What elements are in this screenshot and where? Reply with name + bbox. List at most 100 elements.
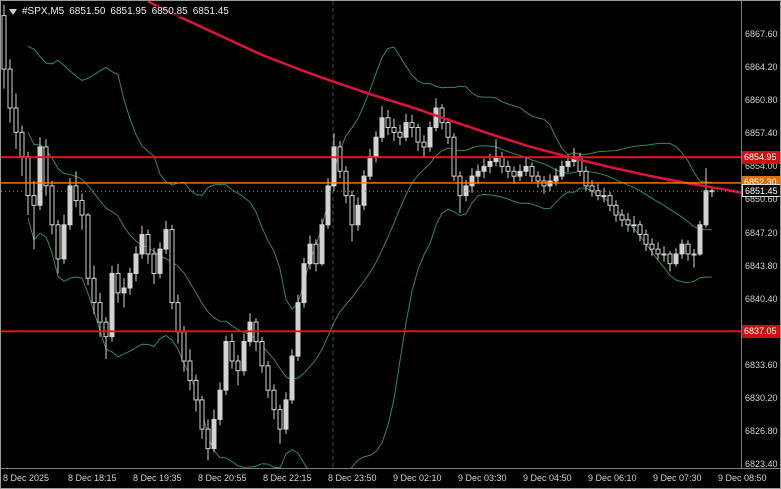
chart-info-bar: #SPX,M5 6851.50 6851.95 6850.85 6851.45: [7, 6, 231, 17]
bull-candle-body: [661, 253, 667, 256]
bear-candle-body: [637, 224, 643, 236]
bull-candle-body: [427, 127, 433, 148]
bull-candle-body: [691, 253, 697, 256]
bear-candle-body: [685, 243, 691, 255]
bull-candle-body: [523, 165, 529, 172]
resistance-level-price-tag: 6854.95: [742, 151, 780, 164]
bull-candle-body: [139, 234, 145, 255]
quick-trade-triangle-icon[interactable]: [9, 8, 17, 15]
price-axis-label: 6847.20: [745, 228, 778, 238]
bear-candle-body: [619, 214, 625, 221]
bull-candle-body: [211, 418, 217, 450]
bull-candle-body: [133, 253, 139, 274]
bull-candle-body: [373, 136, 379, 158]
bear-candle-body: [1, 15, 7, 70]
bear-candle-body: [175, 302, 181, 333]
bull-candle-body: [481, 165, 487, 172]
bear-candle-body: [391, 127, 397, 133]
bull-candle-body: [157, 248, 163, 274]
time-axis-label: 8 Dec 19:35: [133, 473, 182, 483]
bull-candle-body: [163, 229, 169, 250]
bull-candle-body: [433, 107, 439, 128]
bear-candle-body: [115, 272, 121, 294]
bear-candle-body: [529, 165, 535, 177]
bull-candle-body: [217, 389, 223, 420]
time-axis-label: 8 Dec 23:50: [328, 473, 377, 483]
bull-candle-body: [301, 263, 307, 304]
candlesticks: [1, 4, 715, 461]
bear-candle-body: [43, 146, 49, 187]
bear-candle-body: [277, 409, 283, 430]
bear-candle-body: [271, 389, 277, 411]
bull-candle-body: [559, 165, 565, 177]
bear-candle-body: [73, 185, 79, 201]
bull-candle-body: [307, 243, 313, 265]
bollinger-lower-band: [27, 187, 713, 468]
price-chart-canvas[interactable]: [1, 1, 741, 468]
bear-candle-body: [607, 195, 613, 206]
time-axis-label: 9 Dec 06:10: [588, 473, 637, 483]
bear-candle-body: [457, 175, 463, 197]
bull-candle-body: [289, 355, 295, 401]
bull-candle-body: [241, 341, 247, 372]
bull-candle-body: [475, 170, 481, 177]
bear-candle-body: [409, 122, 415, 128]
bar-low-value: 6850.85: [151, 6, 188, 17]
bull-candle-body: [37, 146, 43, 206]
bull-candle-body: [127, 272, 133, 289]
bull-candle-body: [109, 272, 115, 338]
bull-candle-body: [565, 161, 571, 167]
bear-candle-body: [337, 146, 343, 172]
price-axis-label: 6854.00: [745, 161, 778, 171]
bear-candle-body: [145, 234, 151, 255]
bar-close-value: 6851.45: [192, 6, 229, 17]
bear-candle-body: [613, 204, 619, 216]
price-axis-label: 6857.40: [745, 128, 778, 138]
bull-candle-body: [679, 243, 685, 255]
bear-candle-body: [103, 321, 109, 338]
bull-candle-body: [379, 117, 385, 138]
symbol-timeframe-label: #SPX,M5: [22, 6, 65, 17]
bull-candle-body: [601, 195, 607, 198]
time-axis[interactable]: 8 Dec 2025 8 Dec 18:15 8 Dec 19:35 8 Dec 20…: [1, 468, 780, 488]
bear-candle-body: [415, 127, 421, 143]
bear-candle-body: [169, 229, 175, 304]
bull-candle-body: [697, 224, 703, 255]
bear-candle-body: [259, 341, 265, 367]
price-axis-label: 6826.80: [745, 426, 778, 436]
bear-candle-body: [85, 214, 91, 279]
bull-candle-body: [367, 156, 373, 177]
trend-ma-line[interactable]: [147, 1, 741, 194]
time-axis-label: 8 Dec 20:55: [198, 473, 247, 483]
time-axis-label: 9 Dec 02:10: [393, 473, 442, 483]
bear-candle-body: [229, 341, 235, 362]
price-axis-label: 6850.60: [745, 194, 778, 204]
bull-candle-body: [121, 287, 127, 294]
bear-candle-body: [235, 360, 241, 372]
bear-candle-body: [397, 131, 403, 138]
bear-candle-body: [583, 170, 589, 187]
bull-candle-body: [295, 302, 301, 357]
bull-candle-body: [67, 185, 73, 226]
bear-candle-body: [505, 165, 511, 172]
price-axis-label: 6864.20: [745, 62, 778, 72]
price-axis-label: 6867.60: [745, 29, 778, 39]
bar-open-value: 6851.50: [69, 6, 106, 17]
bear-candle-body: [589, 185, 595, 192]
bear-candle-body: [55, 224, 61, 260]
bull-candle-body: [331, 146, 337, 187]
price-axis[interactable]: 6854.95 6852.30 6837.05 6851.45 6867.60 6864.…: [741, 1, 780, 469]
bear-candle-body: [205, 428, 211, 450]
price-axis-label: 6860.80: [745, 95, 778, 105]
time-axis-label: 9 Dec 07:30: [653, 473, 702, 483]
bull-candle-body: [403, 122, 409, 138]
bear-candle-body: [193, 379, 199, 401]
time-axis-label: 9 Dec 08:50: [718, 473, 767, 483]
price-axis-label: 6830.20: [745, 393, 778, 403]
bear-candle-body: [265, 365, 271, 391]
bull-candle-body: [325, 185, 331, 226]
bear-candle-body: [421, 141, 427, 148]
bear-candle-body: [199, 399, 205, 430]
price-axis-label: 6840.40: [745, 294, 778, 304]
